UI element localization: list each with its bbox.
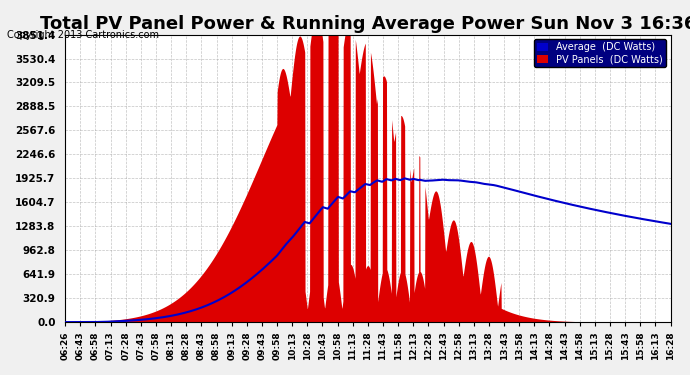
Title: Total PV Panel Power & Running Average Power Sun Nov 3 16:36: Total PV Panel Power & Running Average P… [39, 15, 690, 33]
Text: Copyright 2013 Cartronics.com: Copyright 2013 Cartronics.com [7, 30, 159, 39]
Legend: Average  (DC Watts), PV Panels  (DC Watts): Average (DC Watts), PV Panels (DC Watts) [533, 39, 666, 67]
